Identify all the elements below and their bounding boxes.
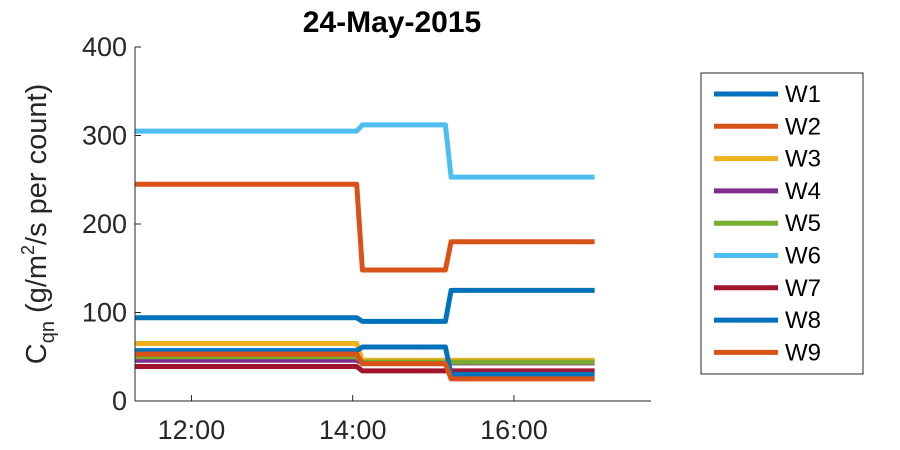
legend-label-w2: W2 bbox=[785, 113, 821, 140]
x-tick-label: 16:00 bbox=[480, 415, 548, 445]
legend-label-w1: W1 bbox=[785, 81, 821, 108]
legend-label-w8: W8 bbox=[785, 307, 821, 334]
y-tick-label: 100 bbox=[82, 298, 127, 328]
series-line-w2 bbox=[135, 181, 595, 273]
y-axis-label-unit-sup: 2 bbox=[18, 245, 38, 255]
y-axis-label-unit-suffix: /s per count) bbox=[21, 84, 53, 245]
chart-title: 24-May-2015 bbox=[303, 6, 481, 39]
y-tick-label: 200 bbox=[82, 209, 127, 239]
y-axis-label: Cqn (g/m2/s per count) bbox=[18, 84, 59, 364]
x-tick-label: 14:00 bbox=[319, 415, 387, 445]
legend-label-w6: W6 bbox=[785, 243, 821, 270]
series-line-w6 bbox=[135, 122, 595, 180]
legend-label-w4: W4 bbox=[785, 178, 821, 205]
y-axis-label-sub: qn bbox=[37, 321, 59, 343]
x-ticks: 12:00 14:00 16:00 bbox=[158, 395, 548, 445]
y-axis-label-main: C bbox=[21, 343, 53, 364]
x-tick-label: 12:00 bbox=[158, 415, 226, 445]
series-line-w8 bbox=[135, 344, 595, 377]
y-tick-label: 0 bbox=[112, 386, 127, 416]
legend-label-w5: W5 bbox=[785, 210, 821, 237]
y-tick-label: 300 bbox=[82, 121, 127, 151]
series-line-w1 bbox=[135, 287, 595, 324]
series-line-w9 bbox=[135, 351, 595, 382]
y-ticks: 0 100 200 300 400 bbox=[82, 32, 141, 416]
legend-label-w9: W9 bbox=[785, 339, 821, 366]
series-line-w7 bbox=[135, 364, 595, 374]
legend-items: W1 W2 W3 W4 W5 W6 W7 W8 W9 bbox=[714, 81, 821, 366]
y-axis-label-unit-prefix: (g/m bbox=[21, 255, 53, 313]
legend-label-w7: W7 bbox=[785, 275, 821, 302]
legend: W1 W2 W3 W4 W5 W6 W7 W8 W9 bbox=[700, 72, 864, 375]
legend-label-w3: W3 bbox=[785, 146, 821, 173]
y-tick-label: 400 bbox=[82, 32, 127, 62]
series-layer bbox=[135, 122, 595, 382]
svg-text:Cqn (g/m2/s per count): Cqn (g/m2/s per count) bbox=[18, 84, 59, 364]
